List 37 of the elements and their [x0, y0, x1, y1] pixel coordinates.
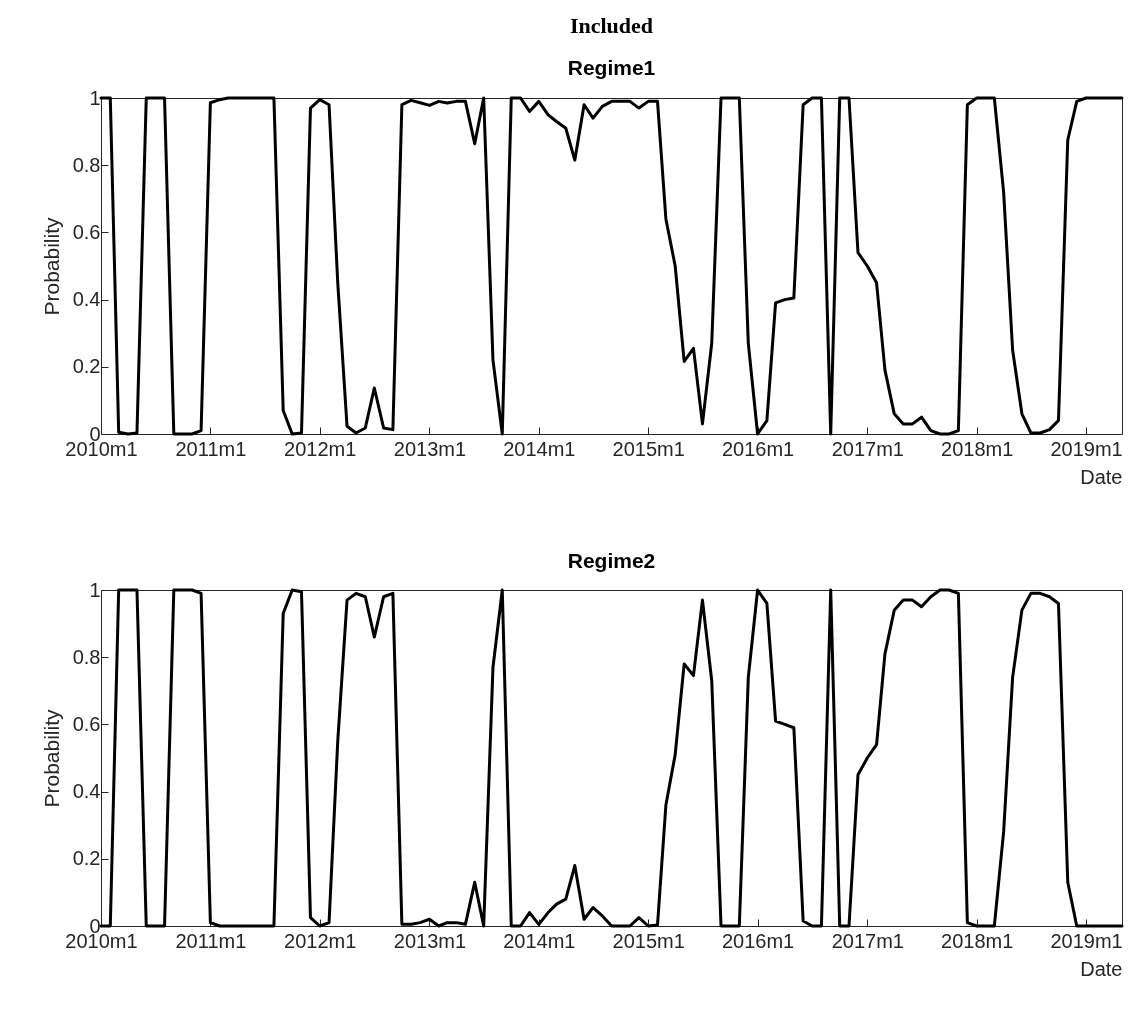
x-tick-label: 2012m1 [284, 929, 357, 952]
chart-subtitle: Regime1 [567, 56, 656, 79]
y-tick-label: 0.4 [72, 780, 101, 803]
x-axis-title: Date [1080, 465, 1123, 488]
x-tick-label: 2016m1 [721, 437, 795, 460]
line-series [99, 96, 1124, 436]
y-tick-label: 1 [89, 86, 101, 109]
x-tick-label: 2018m1 [941, 929, 1014, 952]
x-tick-label: 2019m1 [1050, 437, 1123, 460]
y-tick-label: 0.6 [72, 220, 101, 243]
y-tick-label: 0.4 [72, 288, 101, 311]
x-tick-label: 2019m1 [1050, 929, 1123, 952]
x-tick-label: 2015m1 [612, 437, 685, 460]
y-tick-label: 0.6 [72, 712, 101, 735]
chart-title: Regime2 [567, 549, 656, 572]
x-tick-label: 2016m1 [721, 929, 795, 952]
y-axis-title: Probability [39, 216, 63, 316]
y-tick-label: 0.2 [72, 355, 101, 378]
y-tick-label: 0.2 [72, 847, 101, 870]
x-tick-label: 2014m1 [503, 929, 576, 952]
x-tick-label: 2013m1 [393, 437, 467, 460]
y-axis-title: Probability [39, 708, 63, 808]
x-tick-label: 2014m1 [503, 437, 576, 460]
y-tick-label: 1 [89, 578, 101, 601]
x-tick-label: 2012m1 [284, 437, 357, 460]
x-axis-title: Date [1080, 957, 1123, 980]
x-tick-label: 2011m1 [175, 437, 247, 460]
line-series [99, 588, 1124, 928]
x-tick-label: 2015m1 [612, 929, 685, 952]
x-tick-label: 2013m1 [393, 929, 467, 952]
x-tick-label: 2017m1 [831, 437, 904, 460]
y-tick-label: 0.8 [72, 153, 101, 176]
chart-title: Included [569, 13, 654, 38]
x-tick-label: 2011m1 [175, 929, 247, 952]
x-tick-label: 2018m1 [941, 437, 1014, 460]
y-tick-label: 0.8 [72, 645, 101, 668]
x-tick-label: 2017m1 [831, 929, 904, 952]
